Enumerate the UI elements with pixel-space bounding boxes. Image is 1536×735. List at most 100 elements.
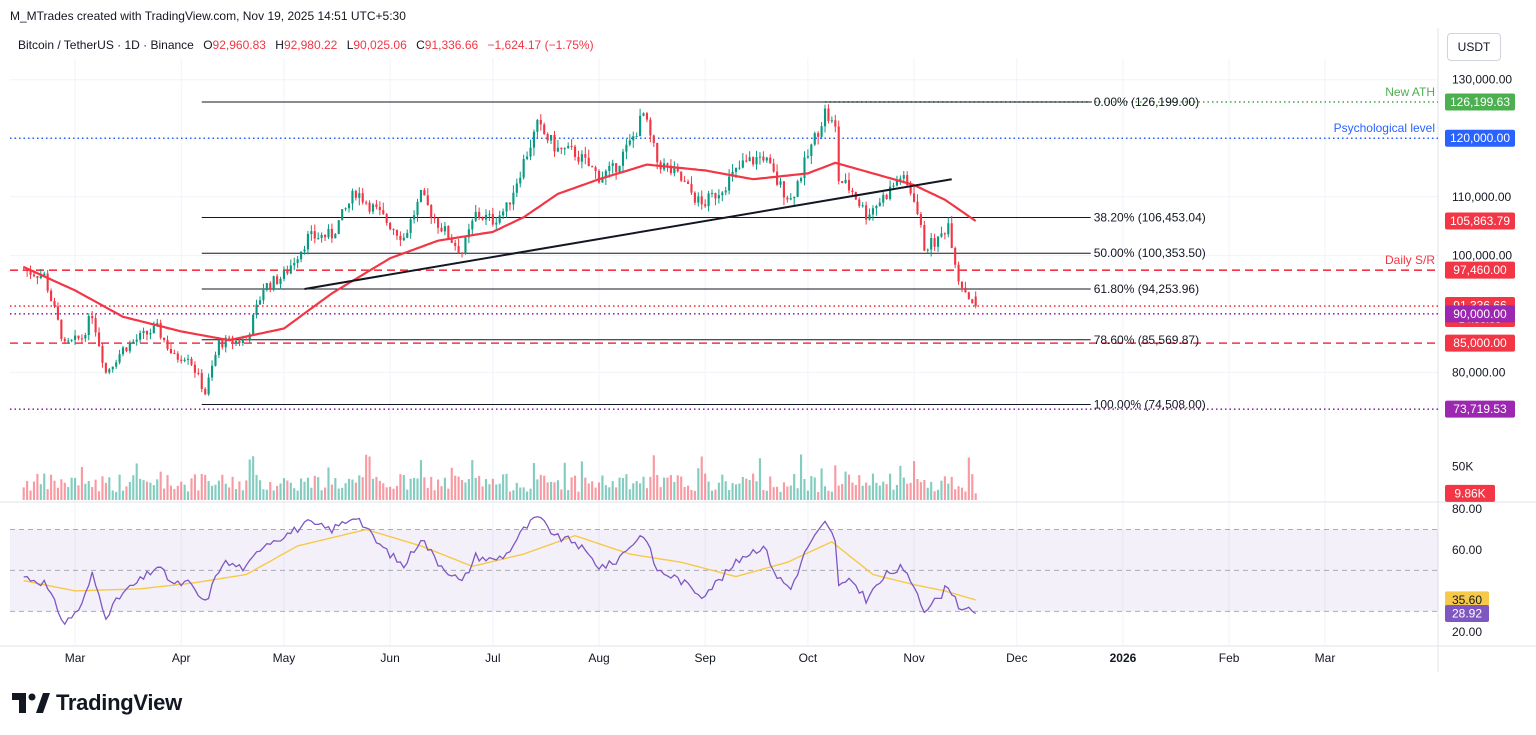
volume-bar[interactable] bbox=[467, 479, 470, 500]
volume-bar[interactable] bbox=[306, 477, 309, 500]
candle-body[interactable] bbox=[70, 339, 73, 341]
volume-bar[interactable] bbox=[443, 477, 446, 500]
candle-body[interactable] bbox=[769, 157, 772, 164]
volume-bar[interactable] bbox=[967, 457, 970, 500]
volume-bar[interactable] bbox=[793, 473, 796, 500]
candle-body[interactable] bbox=[330, 228, 333, 239]
volume-bar[interactable] bbox=[426, 488, 429, 500]
candle-body[interactable] bbox=[680, 171, 683, 181]
candle-body[interactable] bbox=[200, 373, 203, 389]
candle-body[interactable] bbox=[77, 335, 80, 339]
volume-bar[interactable] bbox=[882, 481, 885, 500]
volume-bar[interactable] bbox=[36, 473, 39, 500]
candle-body[interactable] bbox=[176, 353, 179, 360]
volume-bar[interactable] bbox=[673, 481, 676, 500]
volume-bar[interactable] bbox=[320, 490, 323, 500]
candle-body[interactable] bbox=[519, 177, 522, 184]
candle-body[interactable] bbox=[286, 270, 289, 274]
volume-bar[interactable] bbox=[193, 474, 196, 500]
candle-body[interactable] bbox=[550, 134, 553, 141]
candle-body[interactable] bbox=[878, 202, 881, 206]
candle-body[interactable] bbox=[748, 157, 751, 162]
volume-bar[interactable] bbox=[556, 480, 559, 500]
candle-body[interactable] bbox=[902, 175, 905, 179]
volume-bar[interactable] bbox=[344, 483, 347, 500]
volume-bar[interactable] bbox=[447, 488, 450, 500]
candle-body[interactable] bbox=[152, 325, 155, 334]
candle-body[interactable] bbox=[954, 247, 957, 265]
volume-bar[interactable] bbox=[663, 477, 666, 500]
candle-body[interactable] bbox=[971, 299, 974, 304]
volume-bar[interactable] bbox=[471, 460, 474, 500]
volume-bar[interactable] bbox=[26, 480, 29, 500]
candle-body[interactable] bbox=[245, 339, 248, 341]
candle-body[interactable] bbox=[56, 306, 60, 320]
candle-body[interactable] bbox=[834, 120, 837, 127]
candle-body[interactable] bbox=[865, 205, 868, 220]
volume-bar[interactable] bbox=[906, 483, 909, 500]
volume-bar[interactable] bbox=[659, 487, 662, 500]
candle-body[interactable] bbox=[190, 358, 193, 365]
volume-bar[interactable] bbox=[210, 485, 214, 500]
candle-body[interactable] bbox=[594, 167, 597, 171]
volume-bar[interactable] bbox=[570, 477, 573, 500]
volume-bar[interactable] bbox=[748, 480, 751, 500]
volume-bar[interactable] bbox=[67, 487, 70, 500]
volume-bar[interactable] bbox=[806, 490, 809, 500]
volume-bar[interactable] bbox=[156, 479, 159, 500]
rsi-pane[interactable] bbox=[10, 516, 1438, 626]
volume-bar[interactable] bbox=[594, 487, 597, 500]
volume-bar[interactable] bbox=[508, 491, 512, 500]
volume-bar[interactable] bbox=[656, 475, 659, 500]
candle-body[interactable] bbox=[782, 181, 785, 198]
candle-body[interactable] bbox=[502, 211, 505, 216]
volume-bar[interactable] bbox=[454, 475, 457, 500]
volume-bar[interactable] bbox=[204, 474, 207, 500]
candle-body[interactable] bbox=[32, 274, 36, 277]
candle-body[interactable] bbox=[919, 214, 922, 225]
candle-body[interactable] bbox=[224, 337, 227, 348]
volume-bar[interactable] bbox=[433, 490, 436, 500]
candle-body[interactable] bbox=[567, 145, 570, 149]
candle-body[interactable] bbox=[505, 202, 508, 212]
candle-body[interactable] bbox=[467, 229, 470, 238]
candle-body[interactable] bbox=[539, 120, 542, 125]
candle-body[interactable] bbox=[639, 115, 642, 136]
candle-body[interactable] bbox=[344, 208, 347, 210]
candle-body[interactable] bbox=[796, 181, 799, 197]
candle-body[interactable] bbox=[707, 193, 710, 207]
candle-body[interactable] bbox=[341, 209, 344, 221]
volume-bar[interactable] bbox=[625, 474, 628, 500]
candle-body[interactable] bbox=[327, 228, 330, 238]
volume-bar[interactable] bbox=[645, 488, 649, 500]
candle-body[interactable] bbox=[310, 231, 313, 234]
volume-bar[interactable] bbox=[889, 473, 892, 500]
volume-bar[interactable] bbox=[964, 491, 967, 500]
candle-body[interactable] bbox=[916, 201, 919, 215]
candle-body[interactable] bbox=[149, 333, 152, 335]
volume-bar[interactable] bbox=[755, 481, 758, 500]
volume-bar[interactable] bbox=[74, 478, 77, 500]
candle-body[interactable] bbox=[378, 207, 381, 211]
volume-bar[interactable] bbox=[697, 468, 700, 500]
volume-bar[interactable] bbox=[368, 456, 371, 500]
candle-body[interactable] bbox=[108, 369, 111, 373]
volume-bar[interactable] bbox=[300, 478, 303, 500]
candle-body[interactable] bbox=[193, 364, 196, 373]
volume-bar[interactable] bbox=[923, 479, 926, 500]
candle-body[interactable] bbox=[132, 341, 135, 344]
volume-bar[interactable] bbox=[272, 490, 275, 500]
candle-body[interactable] bbox=[810, 144, 813, 157]
volume-bar[interactable] bbox=[680, 476, 683, 500]
axis-layer[interactable]: 130,000.00 120,000.00 110,000.00 100,000.00… bbox=[65, 73, 1513, 665]
candle-body[interactable] bbox=[402, 237, 405, 241]
candle-body[interactable] bbox=[440, 227, 443, 232]
volume-bar[interactable] bbox=[865, 482, 868, 500]
volume-bar[interactable] bbox=[111, 490, 114, 500]
candle-body[interactable] bbox=[306, 233, 309, 250]
volume-bar[interactable] bbox=[539, 474, 542, 500]
volume-bar[interactable] bbox=[892, 489, 895, 500]
volume-bar[interactable] bbox=[255, 474, 258, 500]
candle-body[interactable] bbox=[22, 269, 25, 271]
volume-bar[interactable] bbox=[940, 480, 943, 500]
